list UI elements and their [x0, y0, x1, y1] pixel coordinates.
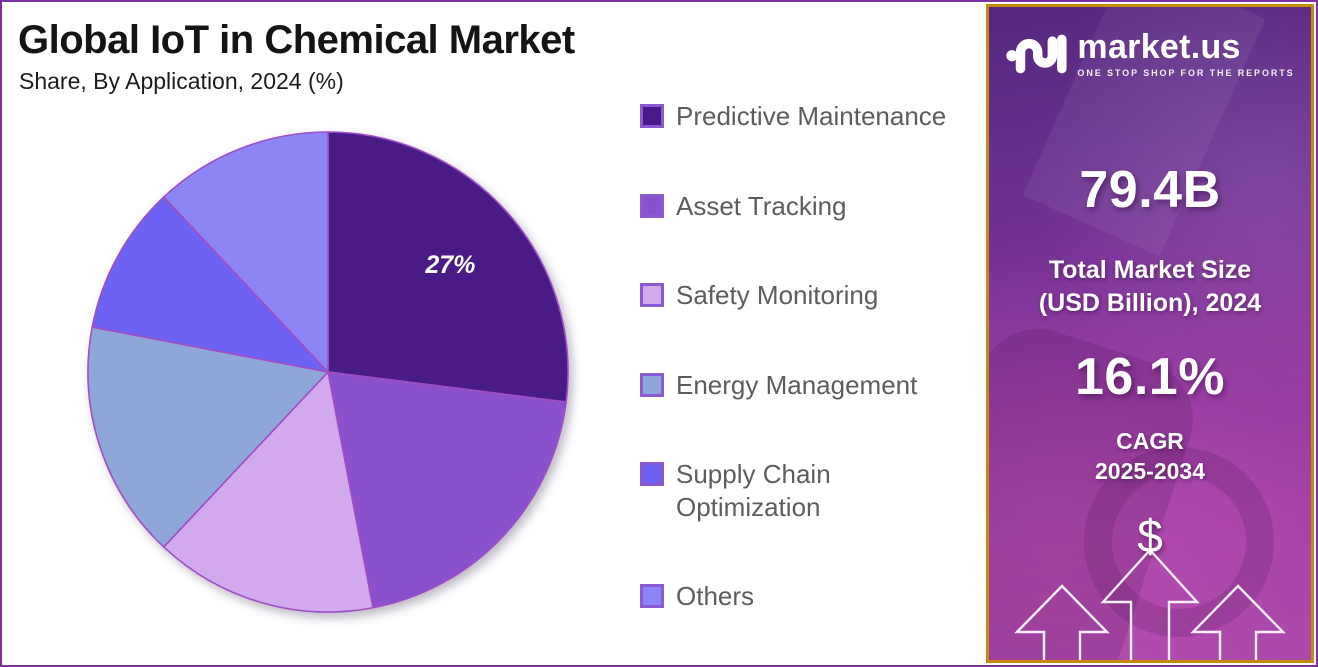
cagr-label-line2: 2025-2034 — [1095, 457, 1205, 484]
pie-slice-others — [162, 131, 329, 375]
pie-slice-supply-chain-optimization — [91, 195, 331, 374]
cagr-label: CAGR 2025-2034 — [989, 427, 1311, 487]
cagr-value: 16.1% — [1075, 348, 1225, 406]
market-size-label: Total Market Size (USD Billion), 2024 — [989, 254, 1311, 319]
legend-swatch-icon — [640, 584, 664, 608]
cagr-label-line1: CAGR — [1116, 428, 1184, 454]
chart-subtitle: Share, By Application, 2024 (%) — [19, 68, 344, 94]
legend-label: Others — [676, 581, 755, 611]
legend-label: Energy Management — [676, 369, 918, 400]
chart-legend: Predictive Maintenance Asset Tracking Safe… — [640, 100, 946, 613]
pie-chart: 27% — [87, 131, 569, 613]
pie-slice-predictive-maintenance — [327, 131, 569, 403]
brand-sidebar: market.us ONE STOP SHOP FOR THE REPORTS … — [986, 4, 1314, 663]
growth-arrows-icon — [1014, 548, 1286, 660]
legend-item-energy-management: Energy Management — [640, 369, 946, 402]
brand-name: market.us — [1077, 28, 1241, 66]
legend-item-asset-tracking: Asset Tracking — [640, 190, 946, 223]
legend-swatch-icon — [640, 193, 664, 218]
legend-label: Asset Tracking — [676, 190, 847, 221]
legend-item-safety-monitoring: Safety Monitoring — [640, 279, 946, 312]
brand-logo: market.us ONE STOP SHOP FOR THE REPORTS — [989, 29, 1311, 79]
legend-item-others: Others — [640, 580, 946, 613]
dollar-sign-icon: $ — [1137, 510, 1163, 562]
chart-title: Global IoT in Chemical Market — [18, 18, 575, 62]
legend-label: Safety Monitoring — [676, 280, 879, 310]
legend-swatch-icon — [640, 462, 664, 486]
legend-item-predictive-maintenance: Predictive Maintenance — [640, 100, 946, 133]
market-size-value: 79.4B — [1079, 161, 1221, 219]
pie-slice-asset-tracking — [327, 371, 568, 609]
pie-slice-energy-management — [87, 326, 330, 549]
marketus-logo-icon — [1006, 34, 1067, 74]
legend-label: Supply Chain Optimization — [676, 459, 831, 522]
legend-swatch-icon — [640, 283, 664, 307]
legend-swatch-icon — [640, 104, 664, 128]
pie-data-label: 27% — [424, 251, 475, 279]
legend-item-supply-chain-optimization: Supply Chain Optimization — [640, 458, 946, 523]
market-size-label-line1: Total Market Size — [1048, 256, 1252, 284]
legend-label: Predictive Maintenance — [676, 101, 947, 131]
legend-swatch-icon — [640, 372, 664, 397]
market-size-label-line2: (USD Billion), 2024 — [1038, 288, 1262, 317]
pie-slice-safety-monitoring — [162, 370, 374, 613]
brand-tagline: ONE STOP SHOP FOR THE REPORTS — [1077, 68, 1295, 78]
